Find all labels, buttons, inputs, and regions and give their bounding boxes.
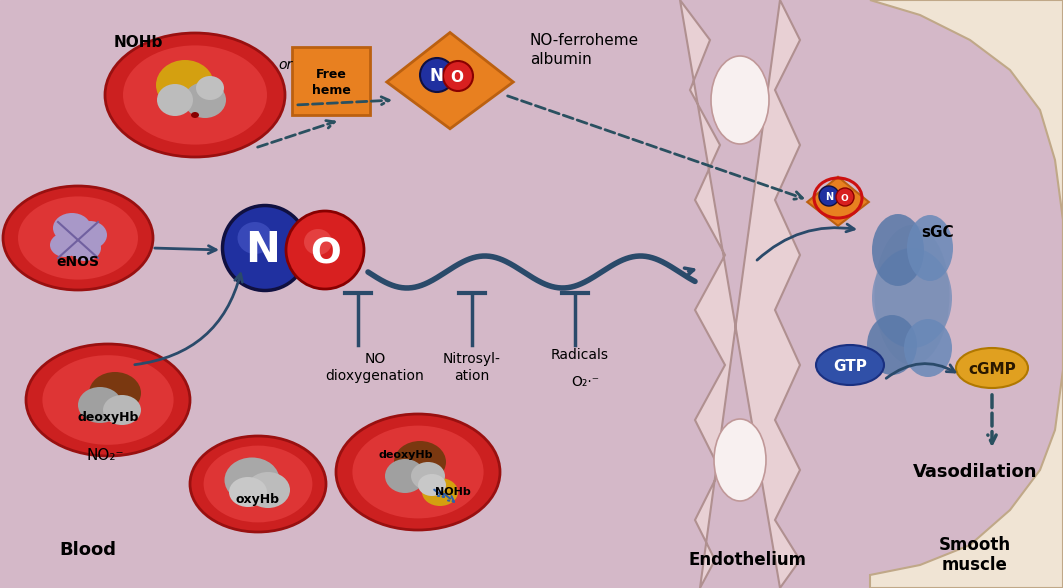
Ellipse shape (157, 84, 193, 116)
Ellipse shape (237, 222, 272, 254)
Ellipse shape (222, 205, 307, 290)
Text: cGMP: cGMP (968, 362, 1016, 376)
Text: O: O (840, 193, 848, 202)
Ellipse shape (50, 233, 80, 257)
Ellipse shape (246, 472, 290, 508)
Ellipse shape (89, 372, 141, 414)
Ellipse shape (420, 58, 454, 92)
Text: O: O (451, 69, 463, 85)
Ellipse shape (907, 215, 954, 281)
Text: Blood: Blood (60, 541, 117, 559)
Text: O: O (310, 235, 341, 269)
Ellipse shape (229, 477, 267, 507)
Ellipse shape (353, 426, 484, 519)
Text: NOHb: NOHb (114, 35, 163, 49)
Ellipse shape (105, 33, 285, 157)
Ellipse shape (286, 211, 364, 289)
Ellipse shape (224, 457, 280, 503)
Ellipse shape (836, 188, 854, 206)
Ellipse shape (43, 355, 173, 445)
Text: or: or (277, 58, 292, 72)
Ellipse shape (184, 82, 226, 118)
Ellipse shape (867, 315, 917, 375)
Ellipse shape (443, 61, 473, 91)
Ellipse shape (385, 459, 425, 493)
Polygon shape (387, 32, 513, 129)
Ellipse shape (394, 441, 446, 483)
Text: deoxyHb: deoxyHb (378, 450, 434, 460)
Ellipse shape (156, 60, 214, 110)
Text: deoxyHb: deoxyHb (78, 412, 138, 425)
Ellipse shape (204, 446, 313, 522)
Text: eNOS: eNOS (56, 255, 100, 269)
Ellipse shape (872, 248, 952, 348)
Text: Free
heme: Free heme (311, 68, 351, 96)
Text: GTP: GTP (833, 359, 867, 373)
Ellipse shape (304, 229, 332, 255)
Ellipse shape (418, 474, 446, 496)
Text: oxyHb: oxyHb (236, 493, 280, 506)
Polygon shape (680, 0, 800, 588)
Text: Vasodilation: Vasodilation (913, 463, 1037, 481)
Text: NOHb: NOHb (435, 487, 471, 497)
Ellipse shape (78, 387, 122, 423)
Text: NO₂⁻: NO₂⁻ (86, 447, 123, 463)
Ellipse shape (53, 213, 91, 243)
FancyBboxPatch shape (292, 47, 370, 115)
Ellipse shape (18, 196, 138, 280)
Ellipse shape (69, 235, 101, 261)
Ellipse shape (73, 221, 107, 249)
Ellipse shape (956, 348, 1028, 388)
Ellipse shape (422, 478, 458, 506)
Text: NO-ferroheme
albumin: NO-ferroheme albumin (530, 32, 639, 68)
Text: N: N (825, 192, 833, 202)
Ellipse shape (711, 56, 769, 144)
Polygon shape (870, 0, 1063, 588)
Text: Nitrosyl-
ation: Nitrosyl- ation (443, 352, 501, 383)
Ellipse shape (816, 345, 884, 385)
Polygon shape (807, 177, 868, 226)
Text: NO
dioxygenation: NO dioxygenation (325, 352, 424, 383)
Ellipse shape (714, 419, 766, 501)
Text: Radicals: Radicals (551, 348, 609, 362)
Ellipse shape (904, 319, 952, 377)
Text: O₂·⁻: O₂·⁻ (571, 375, 600, 389)
Text: Smooth
muscle: Smooth muscle (939, 536, 1011, 574)
Ellipse shape (411, 462, 445, 490)
Text: sGC: sGC (922, 225, 955, 239)
Ellipse shape (103, 395, 141, 425)
Text: N: N (246, 229, 281, 271)
Text: Endothelium: Endothelium (689, 551, 807, 569)
Ellipse shape (123, 45, 267, 145)
Ellipse shape (819, 186, 839, 206)
Ellipse shape (26, 344, 190, 456)
Ellipse shape (191, 112, 199, 118)
Ellipse shape (875, 225, 949, 365)
Ellipse shape (3, 186, 153, 290)
Text: N: N (429, 67, 443, 85)
Ellipse shape (190, 436, 326, 532)
Ellipse shape (196, 76, 224, 100)
Ellipse shape (336, 414, 500, 530)
Ellipse shape (872, 214, 924, 286)
